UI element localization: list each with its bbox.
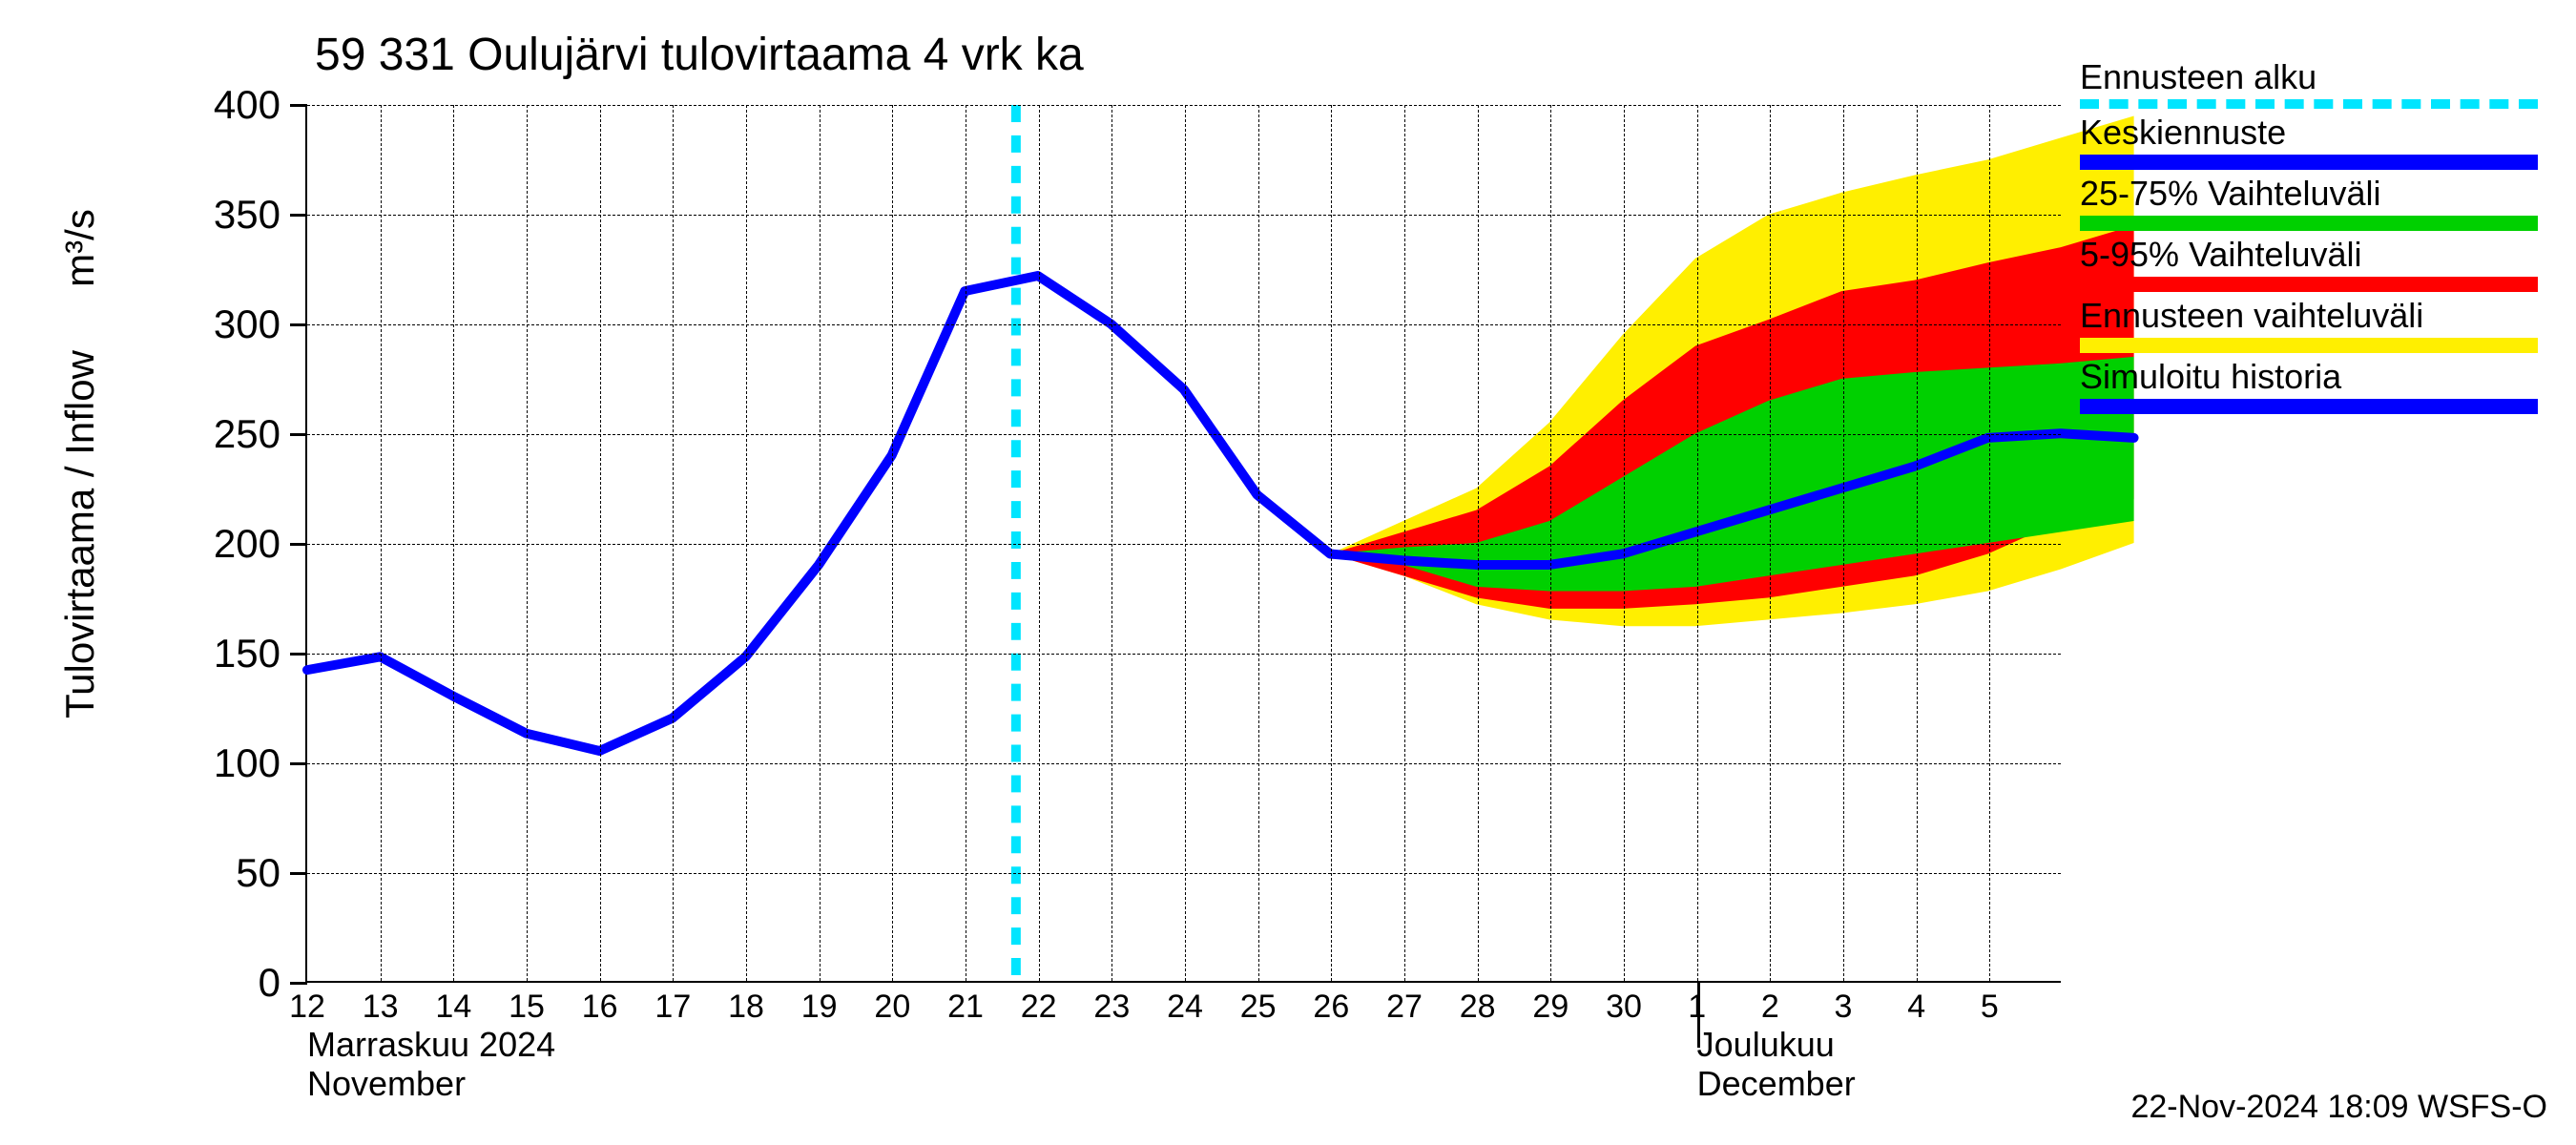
chart-title: 59 331 Oulujärvi tulovirtaama 4 vrk ka [315,29,1084,81]
legend-swatch [2080,99,2538,109]
legend-item: Ennusteen alku [2080,57,2557,109]
legend-label: 25-75% Vaihteluväli [2080,174,2557,214]
legend-item: Ennusteen vaihteluväli [2080,296,2557,353]
y-tick-label: 350 [214,192,280,238]
x-tick-label: 15 [509,989,545,1026]
x-tick-label: 13 [363,989,399,1026]
x-tick-label: 21 [947,989,984,1026]
x-tick-label: 4 [1907,989,1925,1026]
x-tick-label: 18 [728,989,764,1026]
legend-label: Ennusteen vaihteluväli [2080,296,2557,336]
x-tick-label: 17 [654,989,691,1026]
x-tick-label: 12 [289,989,325,1026]
y-tick-label: 0 [259,960,280,1006]
x-tick-label: 22 [1021,989,1057,1026]
legend-swatch [2080,155,2538,170]
x-tick-label: 19 [801,989,838,1026]
legend-item: 25-75% Vaihteluväli [2080,174,2557,231]
legend-label: Keskiennuste [2080,113,2557,153]
x-tick-label: 26 [1313,989,1349,1026]
x-tick-label: 30 [1606,989,1642,1026]
y-tick-label: 150 [214,631,280,677]
x-tick-label: 24 [1167,989,1203,1026]
legend-swatch [2080,277,2538,292]
legend-swatch [2080,216,2538,231]
legend-label: Ennusteen alku [2080,57,2557,97]
inflow-chart: 59 331 Oulujärvi tulovirtaama 4 vrk ka T… [0,0,2576,1145]
legend-item: Keskiennuste [2080,113,2557,170]
x-tick-label: 25 [1240,989,1277,1026]
x-tick-label: 28 [1460,989,1496,1026]
x-tick-label: 14 [435,989,471,1026]
x-tick-label: 29 [1532,989,1568,1026]
data-layer [307,105,2061,981]
x-tick-label: 2 [1761,989,1779,1026]
month-label: JoulukuuDecember [1697,1025,1856,1104]
y-tick-label: 50 [236,850,280,896]
x-tick-label: 5 [1981,989,1999,1026]
y-tick-label: 400 [214,82,280,128]
legend-swatch [2080,399,2538,414]
legend-label: 5-95% Vaihteluväli [2080,235,2557,275]
y-axis-label: Tulovirtaama / Inflow [57,350,103,718]
legend-swatch [2080,338,2538,353]
footer-timestamp: 22-Nov-2024 18:09 WSFS-O [2130,1089,2547,1126]
y-tick-label: 100 [214,740,280,786]
x-tick-label: 23 [1093,989,1130,1026]
x-tick-label: 27 [1386,989,1423,1026]
month-label: Marraskuu 2024November [307,1025,555,1104]
y-tick-label: 300 [214,302,280,347]
y-axis-unit: m³/s [57,209,103,287]
y-tick-label: 250 [214,411,280,457]
x-tick-label: 20 [874,989,910,1026]
legend: Ennusteen alku Keskiennuste 25-75% Vaihtel… [2080,57,2557,418]
legend-item: 5-95% Vaihteluväli [2080,235,2557,292]
x-tick-label: 16 [582,989,618,1026]
x-tick-label: 3 [1835,989,1853,1026]
legend-label: Simuloitu historia [2080,357,2557,397]
plot-area: 0501001502002503003504001213141516171819… [305,105,2061,983]
legend-item: Simuloitu historia [2080,357,2557,414]
y-tick-label: 200 [214,521,280,567]
